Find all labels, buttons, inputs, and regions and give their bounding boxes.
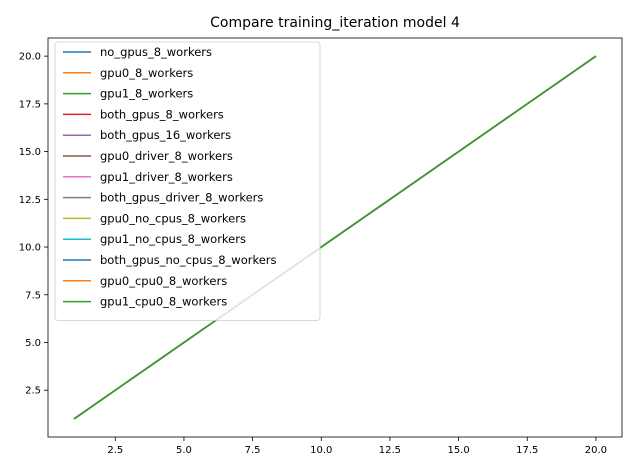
y-tick-label: 20.0 bbox=[19, 52, 41, 63]
legend-label: gpu1_8_workers bbox=[100, 87, 193, 101]
legend-label: both_gpus_8_workers bbox=[100, 107, 224, 121]
y-tick-label: 2.5 bbox=[25, 386, 41, 397]
legend: no_gpus_8_workers gpu0_8_workers gpu1_8_wo… bbox=[54, 41, 321, 321]
legend-label: no_gpus_8_workers bbox=[100, 45, 212, 59]
x-tick-label: 12.5 bbox=[379, 445, 401, 456]
x-tick-label: 17.5 bbox=[516, 445, 538, 456]
x-axis-ticks: 2.5 5.0 7.5 10.0 12.5 15.0 17.5 20.0 bbox=[107, 437, 607, 456]
legend-label: gpu0_8_workers bbox=[100, 66, 193, 80]
y-tick-label: 17.5 bbox=[19, 99, 41, 110]
legend-label: gpu0_driver_8_workers bbox=[100, 149, 233, 163]
x-tick-label: 2.5 bbox=[107, 445, 123, 456]
legend-label: gpu1_driver_8_workers bbox=[100, 170, 233, 184]
x-tick-label: 10.0 bbox=[310, 445, 332, 456]
x-tick-label: 7.5 bbox=[245, 445, 261, 456]
series-lines bbox=[73, 55, 597, 420]
legend-label: both_gpus_16_workers bbox=[100, 128, 231, 142]
x-tick-label: 20.0 bbox=[585, 445, 607, 456]
x-tick-label: 5.0 bbox=[176, 445, 192, 456]
y-tick-label: 5.0 bbox=[25, 338, 41, 349]
legend-label: both_gpus_driver_8_workers bbox=[100, 191, 263, 205]
y-axis-ticks: 2.5 5.0 7.5 10.0 12.5 15.0 17.5 20.0 bbox=[19, 52, 48, 397]
y-tick-label: 15.0 bbox=[19, 147, 41, 158]
legend-label: gpu0_no_cpus_8_workers bbox=[100, 211, 246, 225]
x-tick-label: 15.0 bbox=[447, 445, 469, 456]
legend-box bbox=[54, 41, 321, 321]
legend-label: gpu1_cpu0_8_workers bbox=[100, 295, 227, 309]
legend-label: both_gpus_no_cpus_8_workers bbox=[100, 253, 277, 267]
legend-label: gpu1_no_cpus_8_workers bbox=[100, 232, 246, 246]
y-tick-label: 7.5 bbox=[25, 290, 41, 301]
chart-title: Compare training_iteration model 4 bbox=[210, 15, 460, 31]
series-line-12 bbox=[73, 55, 597, 420]
y-tick-label: 10.0 bbox=[19, 243, 41, 254]
legend-label: gpu0_cpu0_8_workers bbox=[100, 274, 227, 288]
plot-frame bbox=[47, 37, 623, 438]
y-tick-label: 12.5 bbox=[19, 195, 41, 206]
